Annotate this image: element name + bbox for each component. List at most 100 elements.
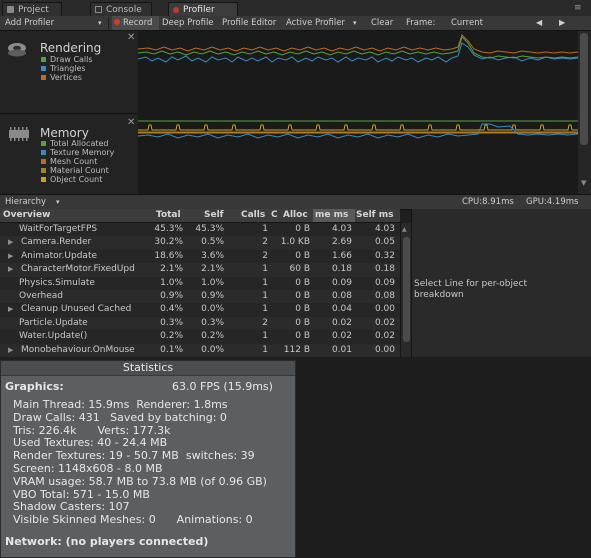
- column-header-gc[interactable]: C: [271, 210, 278, 220]
- expand-arrow-icon[interactable]: [6, 277, 16, 290]
- row-time-ms: 1.66: [331, 250, 352, 261]
- column-header-calls[interactable]: Calls: [241, 210, 266, 220]
- row-name: Overhead: [19, 291, 63, 301]
- row-self: 0.5%: [201, 237, 224, 248]
- expand-arrow-icon[interactable]: [6, 330, 16, 343]
- legend-swatch: [41, 177, 46, 182]
- clear-button[interactable]: Clear: [371, 18, 394, 28]
- legend-swatch: [41, 141, 46, 146]
- table-scrollbar[interactable]: ▲: [400, 223, 412, 357]
- table-row[interactable]: ▶ Cleanup Unused Cached 0.4% 0.0% 1 0 B …: [0, 303, 400, 317]
- window-tab-bar: Project Console Profiler ≡: [0, 0, 591, 17]
- active-profiler-dropdown[interactable]: Active Profiler ▾: [286, 16, 362, 30]
- profile-editor-button[interactable]: Profile Editor: [222, 18, 277, 28]
- memory-graph[interactable]: [138, 114, 578, 194]
- legend-item-total-allocated[interactable]: Total Allocated: [41, 139, 114, 148]
- legend-swatch: [41, 75, 46, 80]
- rendering-graph[interactable]: [138, 31, 578, 113]
- table-row[interactable]: Physics.Simulate 1.0% 1.0% 1 0 B 0.09 0.…: [0, 276, 400, 290]
- scroll-down-icon[interactable]: ▼: [581, 179, 587, 187]
- profiler-icon: [173, 7, 179, 13]
- expand-arrow-icon[interactable]: ▶: [8, 265, 14, 274]
- row-self-ms: 0.00: [374, 344, 395, 355]
- statistics-lines: Main Thread: 15.9ms Renderer: 1.8ms Draw…: [13, 398, 267, 527]
- legend-item-draw-calls[interactable]: Draw Calls: [41, 55, 93, 64]
- legend-item-vertices[interactable]: Vertices: [41, 73, 93, 82]
- tab-project[interactable]: Project: [2, 2, 62, 16]
- charts-scrollbar[interactable]: ▼: [578, 31, 591, 194]
- tab-label: Console: [106, 5, 142, 15]
- record-label: Record: [123, 18, 153, 28]
- row-self: 3.6%: [201, 250, 224, 261]
- row-name: Monobehaviour.OnMouse: [21, 344, 135, 355]
- breakdown-hint: Select Line for per-object breakdown: [414, 279, 528, 300]
- memory-area-panel[interactable]: Memory ✕ Total Allocated Texture Memory …: [0, 114, 138, 194]
- expand-arrow-icon[interactable]: ▶: [8, 238, 14, 247]
- row-name: Water.Update(): [19, 331, 88, 342]
- close-icon[interactable]: ✕: [127, 32, 136, 43]
- scroll-up-icon[interactable]: ▲: [402, 226, 407, 233]
- next-frame-button[interactable]: ▶: [559, 18, 566, 27]
- table-row[interactable]: ▶ Animator.Update 18.6% 3.6% 2 0 B 1.66 …: [0, 249, 400, 264]
- row-calls: 2: [262, 317, 268, 328]
- row-self-ms: 0.09: [374, 277, 395, 288]
- row-calls: 1: [262, 291, 268, 301]
- record-icon: [114, 19, 120, 25]
- table-row[interactable]: WaitForTargetFPS 45.3% 45.3% 1 0 B 4.03 …: [0, 223, 400, 237]
- legend-item-material-count[interactable]: Material Count: [41, 166, 114, 175]
- legend-label: Texture Memory: [50, 148, 115, 157]
- legend-item-mesh-count[interactable]: Mesh Count: [41, 157, 114, 166]
- rendering-area-panel[interactable]: Rendering ✕ Draw Calls Triangles Vertice…: [0, 31, 138, 114]
- table-row[interactable]: Water.Update() 0.2% 0.2% 1 0 B 0.02 0.02: [0, 330, 400, 344]
- stat-line: VBO Total: 571 - 15.0 MB: [13, 487, 150, 501]
- scrollbar-thumb[interactable]: [403, 237, 410, 342]
- row-alloc: 0 B: [295, 331, 310, 342]
- statistics-title: Statistics: [1, 361, 295, 376]
- expand-arrow-icon[interactable]: [6, 223, 16, 236]
- expand-arrow-icon[interactable]: [6, 317, 16, 330]
- legend-swatch: [41, 150, 46, 155]
- profiler-table-body: WaitForTargetFPS 45.3% 45.3% 1 0 B 4.03 …: [0, 223, 400, 357]
- deep-profile-button[interactable]: Deep Profile: [162, 18, 214, 28]
- add-profiler-label: Add Profiler: [5, 18, 55, 28]
- scrollbar-thumb[interactable]: [580, 33, 588, 145]
- expand-arrow-icon[interactable]: ▶: [8, 345, 14, 354]
- prev-frame-button[interactable]: ◀: [536, 18, 543, 27]
- legend-swatch: [41, 66, 46, 71]
- table-row[interactable]: ▶ Camera.Render 30.2% 0.5% 2 1.0 KB 2.69…: [0, 236, 400, 250]
- expand-arrow-icon[interactable]: ▶: [8, 305, 14, 314]
- row-name: Particle.Update: [19, 317, 88, 328]
- row-total: 45.3%: [154, 224, 183, 234]
- column-header-self[interactable]: Self: [204, 210, 224, 220]
- close-icon[interactable]: ✕: [127, 117, 136, 128]
- row-name: CharacterMotor.FixedUpd: [21, 264, 135, 275]
- legend-item-triangles[interactable]: Triangles: [41, 64, 93, 73]
- draw-calls-series-line: [138, 36, 578, 59]
- view-mode-dropdown[interactable]: Hierarchy ▾: [5, 195, 63, 209]
- table-row[interactable]: ▶ CharacterMotor.FixedUpd 2.1% 2.1% 1 60…: [0, 263, 400, 277]
- table-row[interactable]: ▶ Monobehaviour.OnMouse 0.1% 0.0% 1 112 …: [0, 343, 400, 357]
- table-row[interactable]: Particle.Update 0.3% 0.3% 2 0 B 0.02 0.0…: [0, 316, 400, 331]
- tab-menu-icon[interactable]: ≡: [574, 3, 582, 13]
- expand-arrow-icon[interactable]: ▶: [8, 251, 14, 260]
- row-self-ms: 4.03: [374, 224, 395, 234]
- row-self-ms: 0.08: [374, 291, 395, 301]
- record-button[interactable]: Record: [112, 16, 159, 30]
- expand-arrow-icon[interactable]: [6, 290, 16, 303]
- add-profiler-dropdown[interactable]: Add Profiler ▾: [5, 16, 105, 30]
- texture-memory-series-line: [138, 123, 578, 139]
- tab-console[interactable]: Console: [90, 2, 152, 16]
- column-header-time-ms[interactable]: me ms: [313, 209, 355, 222]
- column-header-overview[interactable]: Overview: [3, 210, 51, 220]
- tab-profiler[interactable]: Profiler: [168, 2, 238, 16]
- column-header-self-ms[interactable]: Self ms: [356, 210, 394, 220]
- legend-item-object-count[interactable]: Object Count: [41, 175, 114, 184]
- row-total: 0.4%: [160, 304, 183, 315]
- column-header-total[interactable]: Total: [156, 210, 181, 220]
- row-self: 0.9%: [201, 291, 224, 301]
- row-name: Cleanup Unused Cached: [21, 304, 132, 315]
- row-alloc: 60 B: [289, 264, 311, 275]
- legend-item-texture-memory[interactable]: Texture Memory: [41, 148, 114, 157]
- column-header-alloc[interactable]: Alloc: [283, 210, 308, 220]
- table-row[interactable]: Overhead 0.9% 0.9% 1 0 B 0.08 0.08: [0, 290, 400, 304]
